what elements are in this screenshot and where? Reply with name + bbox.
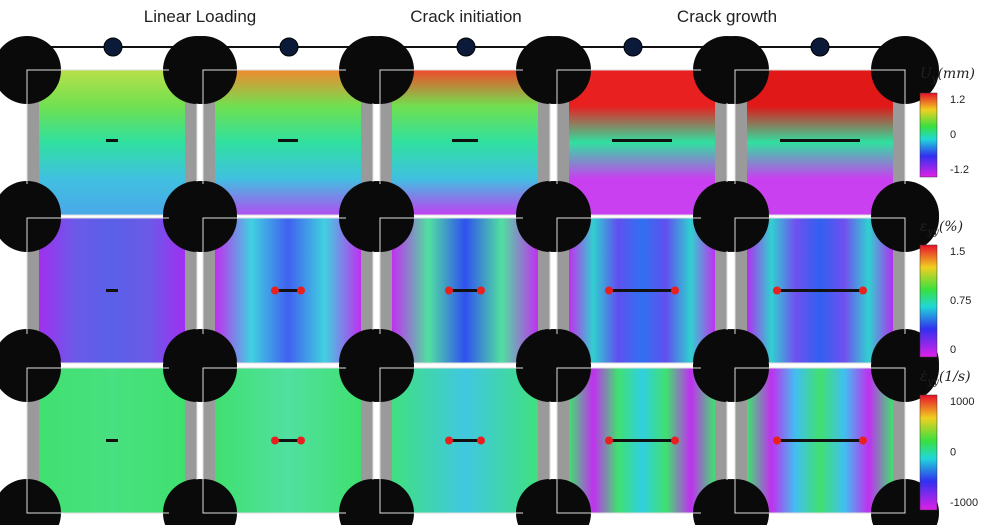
colorbar-title: ε̇yy(1/s): [920, 369, 971, 388]
colorbar: [919, 394, 938, 511]
field-map: [39, 70, 185, 215]
colorbar-subscript: y: [931, 74, 938, 85]
colorbar-subscript: yy: [927, 227, 940, 238]
colorbar-tick-label: -1000: [950, 497, 978, 509]
colorbar-tick-label: 0.75: [950, 295, 971, 307]
crack-tip: [445, 436, 453, 445]
crack-tip: [445, 286, 453, 295]
crack-tip: [605, 286, 613, 295]
crack-tip: [671, 436, 679, 445]
colorbar-tick-label: 1.5: [950, 246, 965, 258]
colorbar-tick-label: 1.2: [950, 94, 965, 106]
timeline-dot: [623, 37, 643, 57]
colorbar-tick-label: -1.2: [950, 164, 969, 176]
timeline-dot: [279, 37, 299, 57]
stage-label: Crack growth: [677, 7, 777, 26]
crack-tip: [859, 436, 867, 445]
stage-label: Crack initiation: [410, 7, 522, 26]
panel-frame: [26, 69, 198, 216]
colorbar-symbol: U: [920, 66, 933, 82]
colorbar-unit: (%): [939, 219, 963, 235]
timeline-dot: [456, 37, 476, 57]
colorbar: [919, 244, 938, 358]
dic-panel: [346, 334, 584, 530]
panel-frame: [26, 217, 198, 364]
colorbar-tick-label: 0: [950, 446, 956, 458]
panel-frame: [379, 367, 551, 514]
field-map: [747, 70, 893, 215]
panel-frame: [734, 217, 906, 364]
colorbar-symbol: ε: [920, 219, 928, 235]
crack-tip: [671, 286, 679, 295]
crack-tip: [773, 436, 781, 445]
panel-frame: [202, 367, 374, 514]
field-map: [569, 70, 715, 215]
field-map: [392, 70, 538, 215]
crack-tip: [297, 286, 305, 295]
dic-panel: [701, 334, 939, 530]
crack-tip: [477, 286, 485, 295]
panel-frame: [26, 367, 198, 514]
timeline-dot: [103, 37, 123, 57]
panel-frame: [379, 217, 551, 364]
panel-frame: [556, 69, 728, 216]
colorbar-tick-label: 0: [950, 129, 956, 141]
crack-tip: [773, 286, 781, 295]
panel-frame: [734, 367, 906, 514]
colorbar-title: Uy(mm): [920, 66, 975, 85]
colorbar: [919, 92, 938, 178]
colorbar-title: εyy(%): [920, 219, 963, 238]
crack-tip: [297, 436, 305, 445]
panel-frame: [202, 69, 374, 216]
panel-frame: [202, 217, 374, 364]
colorbar-tick-label: 1000: [950, 396, 974, 408]
crack-tip: [859, 286, 867, 295]
panel-frame: [379, 69, 551, 216]
stage-label: Linear Loading: [144, 7, 256, 26]
timeline-dot: [810, 37, 830, 57]
colorbar-unit: (1/s): [939, 369, 971, 385]
crack-tip: [271, 286, 279, 295]
grip-hole: [0, 479, 61, 530]
colorbar-unit: (mm): [937, 66, 974, 82]
colorbar-symbol: ε̇: [920, 369, 928, 385]
crack-tip: [271, 436, 279, 445]
crack-tip: [477, 436, 485, 445]
field-map: [215, 70, 361, 215]
dic-panel: [701, 184, 939, 397]
colorbar-tick-label: 0: [950, 344, 956, 356]
panel-frame: [556, 367, 728, 514]
panel-frame: [734, 69, 906, 216]
colorbar-subscript: yy: [927, 377, 940, 388]
crack-tip: [605, 436, 613, 445]
panel-frame: [556, 217, 728, 364]
